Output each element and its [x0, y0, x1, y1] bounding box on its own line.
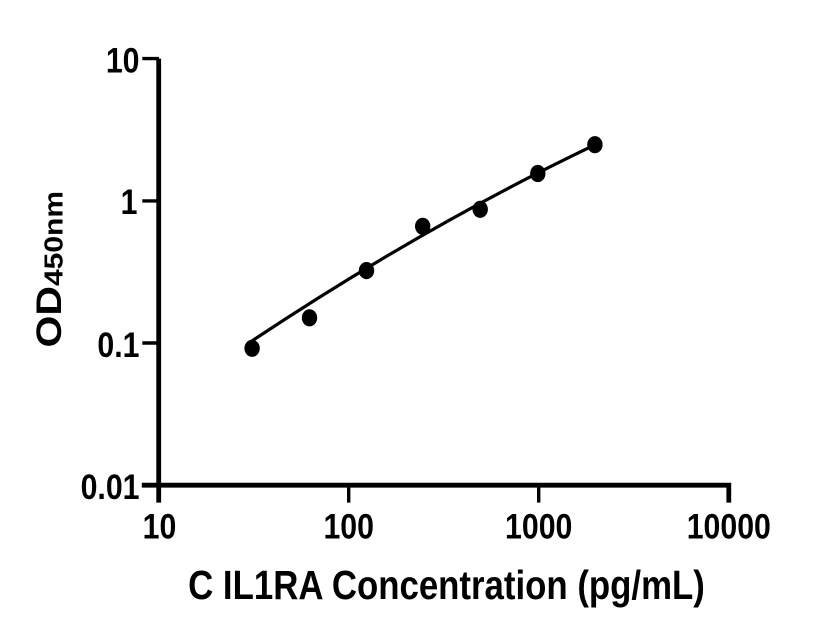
- svg-text:10: 10: [106, 40, 140, 80]
- svg-text:0.01: 0.01: [81, 467, 140, 507]
- svg-text:10: 10: [143, 507, 177, 547]
- svg-text:100: 100: [323, 507, 374, 547]
- svg-text:1: 1: [121, 182, 138, 222]
- svg-text:0.1: 0.1: [97, 325, 139, 365]
- svg-text:1000: 1000: [505, 507, 572, 547]
- svg-text:10000: 10000: [687, 507, 771, 547]
- svg-text:C IL1RA Concentration (pg/mL): C IL1RA Concentration (pg/mL): [188, 564, 705, 609]
